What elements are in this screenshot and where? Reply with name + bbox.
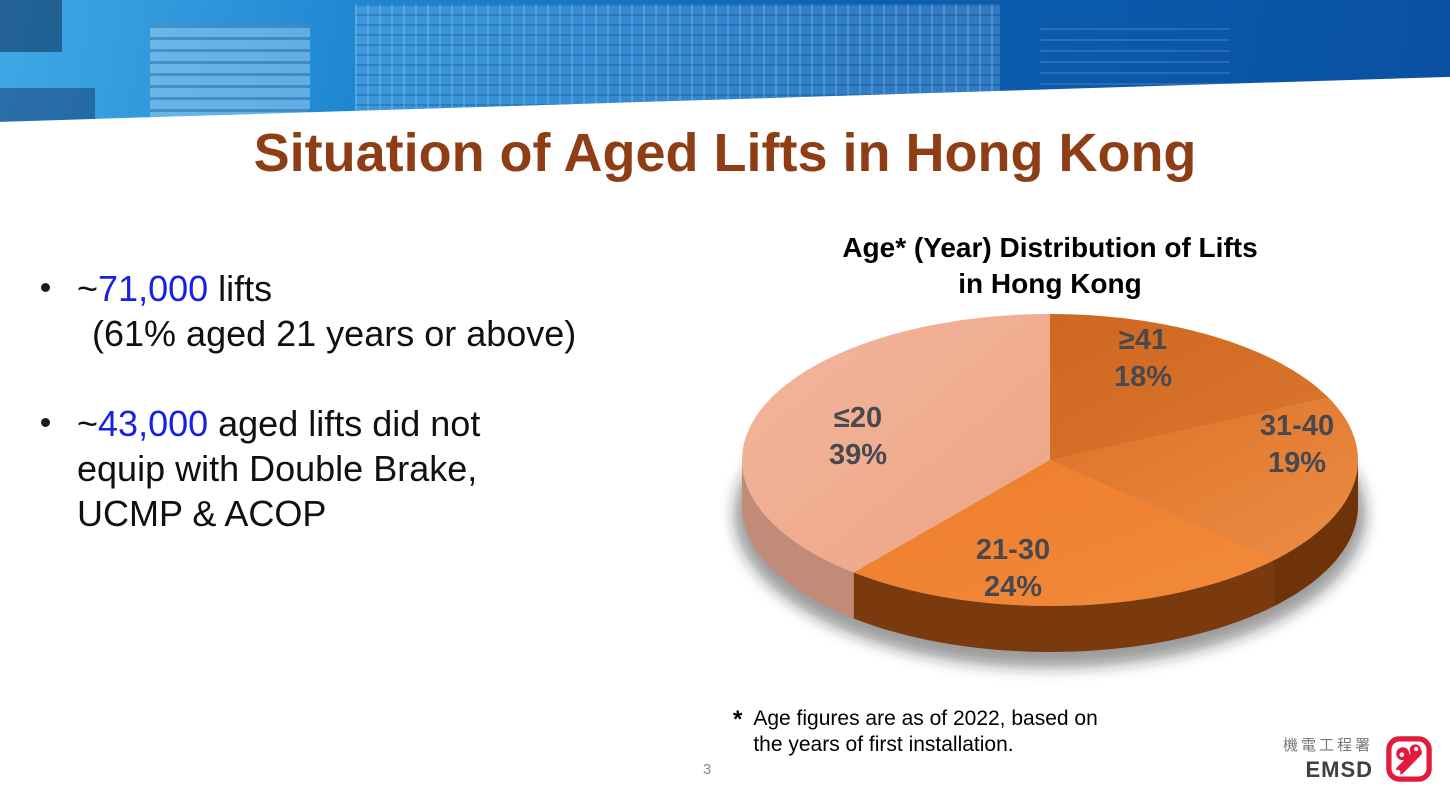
bullet-line: (61% aged 21 years or above) <box>92 313 577 355</box>
pie-label-percent: 39% <box>828 439 888 471</box>
bullet-item: ~71,000 lifts (61% aged 21 years or abov… <box>32 266 682 357</box>
building-silhouette <box>0 88 95 122</box>
chart-title-line: in Hong Kong <box>958 267 1142 299</box>
bullet-suffix: lifts <box>208 268 273 309</box>
bullet-suffix: aged lifts did not <box>208 402 481 444</box>
pie-label-range: 21-30 <box>975 533 1051 566</box>
pie-chart-canvas <box>734 314 1366 668</box>
bullet-line: UCMP & ACOP <box>77 493 327 535</box>
pie-slice-3 <box>742 314 1050 573</box>
pie-slice-label-0: ≥41 18% <box>1114 322 1172 396</box>
pie-label-percent: 18% <box>1113 361 1173 393</box>
emsd-logo: 機電工程署 EMSD <box>1283 734 1432 783</box>
pie-label-percent: 24% <box>983 571 1043 603</box>
footnote-text: Age figures are as of 2022, based on the… <box>753 707 1098 756</box>
chart-title-line: Age* (Year) Distribution of Lifts <box>842 232 1258 263</box>
bullet-line: ~43,000 aged lifts did not <box>77 401 480 446</box>
bullet-dot <box>41 417 50 427</box>
bullet-line: equip with Double Brake, <box>77 448 478 490</box>
bullet-number: 71,000 <box>98 268 209 309</box>
building-silhouette <box>0 0 62 52</box>
emsd-english-name: EMSD <box>1305 757 1373 782</box>
pie-label-range: ≤20 <box>833 401 883 434</box>
bullet-number: 43,000 <box>98 402 209 444</box>
pie-slice-label-2: 21-30 24% <box>976 532 1050 606</box>
pie-slice-1 <box>1050 397 1358 560</box>
pie-slice-side-3 <box>742 460 854 619</box>
pie-slice-side-1 <box>1274 460 1358 606</box>
bullet-prefix: ~ <box>77 268 99 309</box>
emsd-wrench-heart-icon <box>1386 735 1432 782</box>
emsd-chinese-name: 機電工程署 <box>1282 737 1373 754</box>
chart-title: Age* (Year) Distribution of Lifts in Hon… <box>770 230 1330 301</box>
pie-slice-0 <box>1050 314 1329 460</box>
page-number: 3 <box>703 761 712 778</box>
bullet-item: ~43,000 aged lifts did not equip with Do… <box>32 401 682 537</box>
bullet-line: ~71,000 lifts <box>77 266 576 311</box>
pie-chart: ≥41 18% 31-40 19% 21-30 24% ≤20 39% <box>720 300 1380 720</box>
bullet-dot <box>41 283 50 292</box>
pie-label-range: 31-40 <box>1259 409 1335 442</box>
pie-slice-2 <box>853 460 1275 606</box>
pie-slice-label-3: ≤20 39% <box>829 400 887 474</box>
emsd-logo-text: 機電工程署 EMSD <box>1283 734 1373 783</box>
bullet-prefix: ~ <box>77 402 99 444</box>
bullet-text: ~43,000 aged lifts did not equip with Do… <box>77 401 480 537</box>
pie-slice-label-1: 31-40 19% <box>1260 408 1334 482</box>
chart-footnote: * Age figures are as of 2022, based on t… <box>733 706 1105 758</box>
pie-label-range: ≥41 <box>1118 323 1168 356</box>
footnote-asterisk: * <box>733 706 743 733</box>
building-block <box>355 4 1000 122</box>
pie-label-percent: 19% <box>1267 447 1327 479</box>
bullet-text: ~71,000 lifts (61% aged 21 years or abov… <box>77 266 576 357</box>
building-tower <box>150 25 310 122</box>
building-block <box>1040 28 1230 122</box>
header-banner <box>0 0 1450 122</box>
page-title: Situation of Aged Lifts in Hong Kong <box>253 123 1197 183</box>
pie-slice-side-2 <box>853 559 1275 652</box>
bullet-list: ~71,000 lifts (61% aged 21 years or abov… <box>32 266 682 581</box>
